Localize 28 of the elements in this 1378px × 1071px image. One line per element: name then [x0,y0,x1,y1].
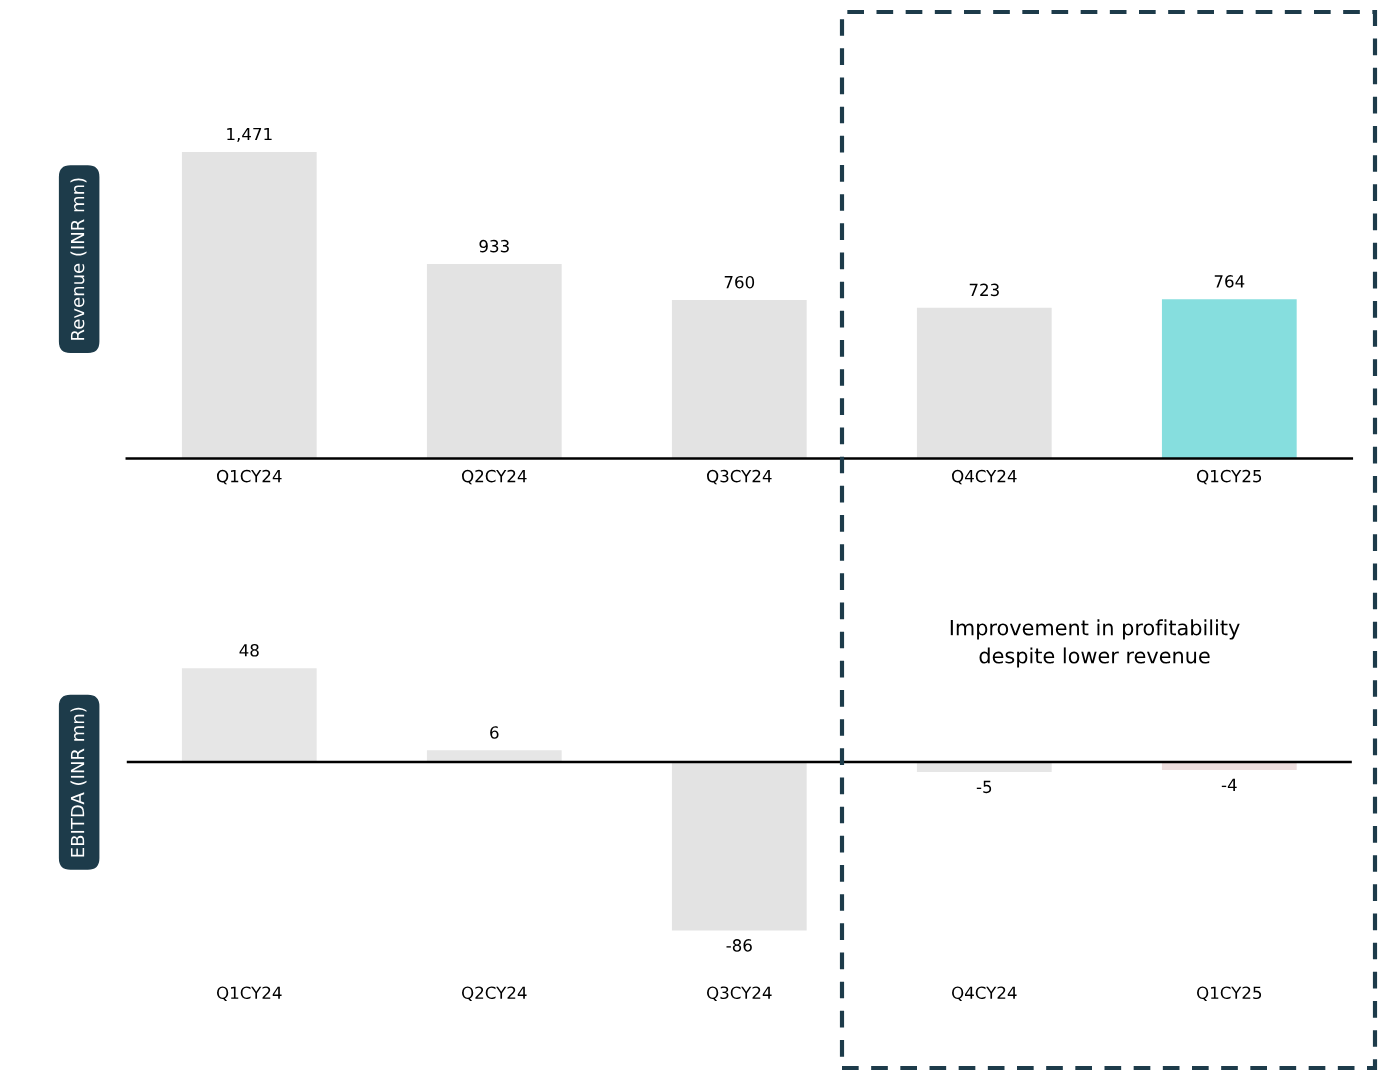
bar [181,151,317,459]
data-label: 1,471 [227,127,272,143]
bar [426,264,562,459]
data-label: -86 [726,939,752,952]
y-axis-title: EBITDA (INR mn) [70,707,87,857]
data-label: 48 [239,643,259,657]
x-tick-label: Q1CY25 [1197,986,1262,1001]
data-label: -5 [976,780,992,794]
y-axis-title: Revenue (INR mn) [70,178,87,340]
x-tick-label: Q3CY24 [707,469,772,485]
data-label: 6 [490,726,499,739]
data-label: 760 [724,275,755,289]
bar [1161,299,1297,459]
x-tick-label: Q1CY25 [1197,469,1262,485]
data-label: 764 [1214,275,1245,288]
data-label: 933 [479,239,509,253]
bar [671,300,807,459]
x-tick-label: Q2CY24 [461,469,527,485]
x-tick-label: Q4CY24 [952,986,1017,1001]
x-tick-label: Q1CY24 [216,986,282,1001]
text: Improvement in profitability despite lower revenue [950,619,1240,668]
bar [916,307,1052,459]
data-label: -4 [1221,778,1237,791]
x-tick-label: Q3CY24 [707,986,772,1001]
x-tick-label: Q2CY24 [461,986,527,1001]
x-tick-label: Q4CY24 [952,469,1017,485]
x-tick-label: Q1CY24 [216,469,282,485]
data-label: 723 [969,283,999,297]
